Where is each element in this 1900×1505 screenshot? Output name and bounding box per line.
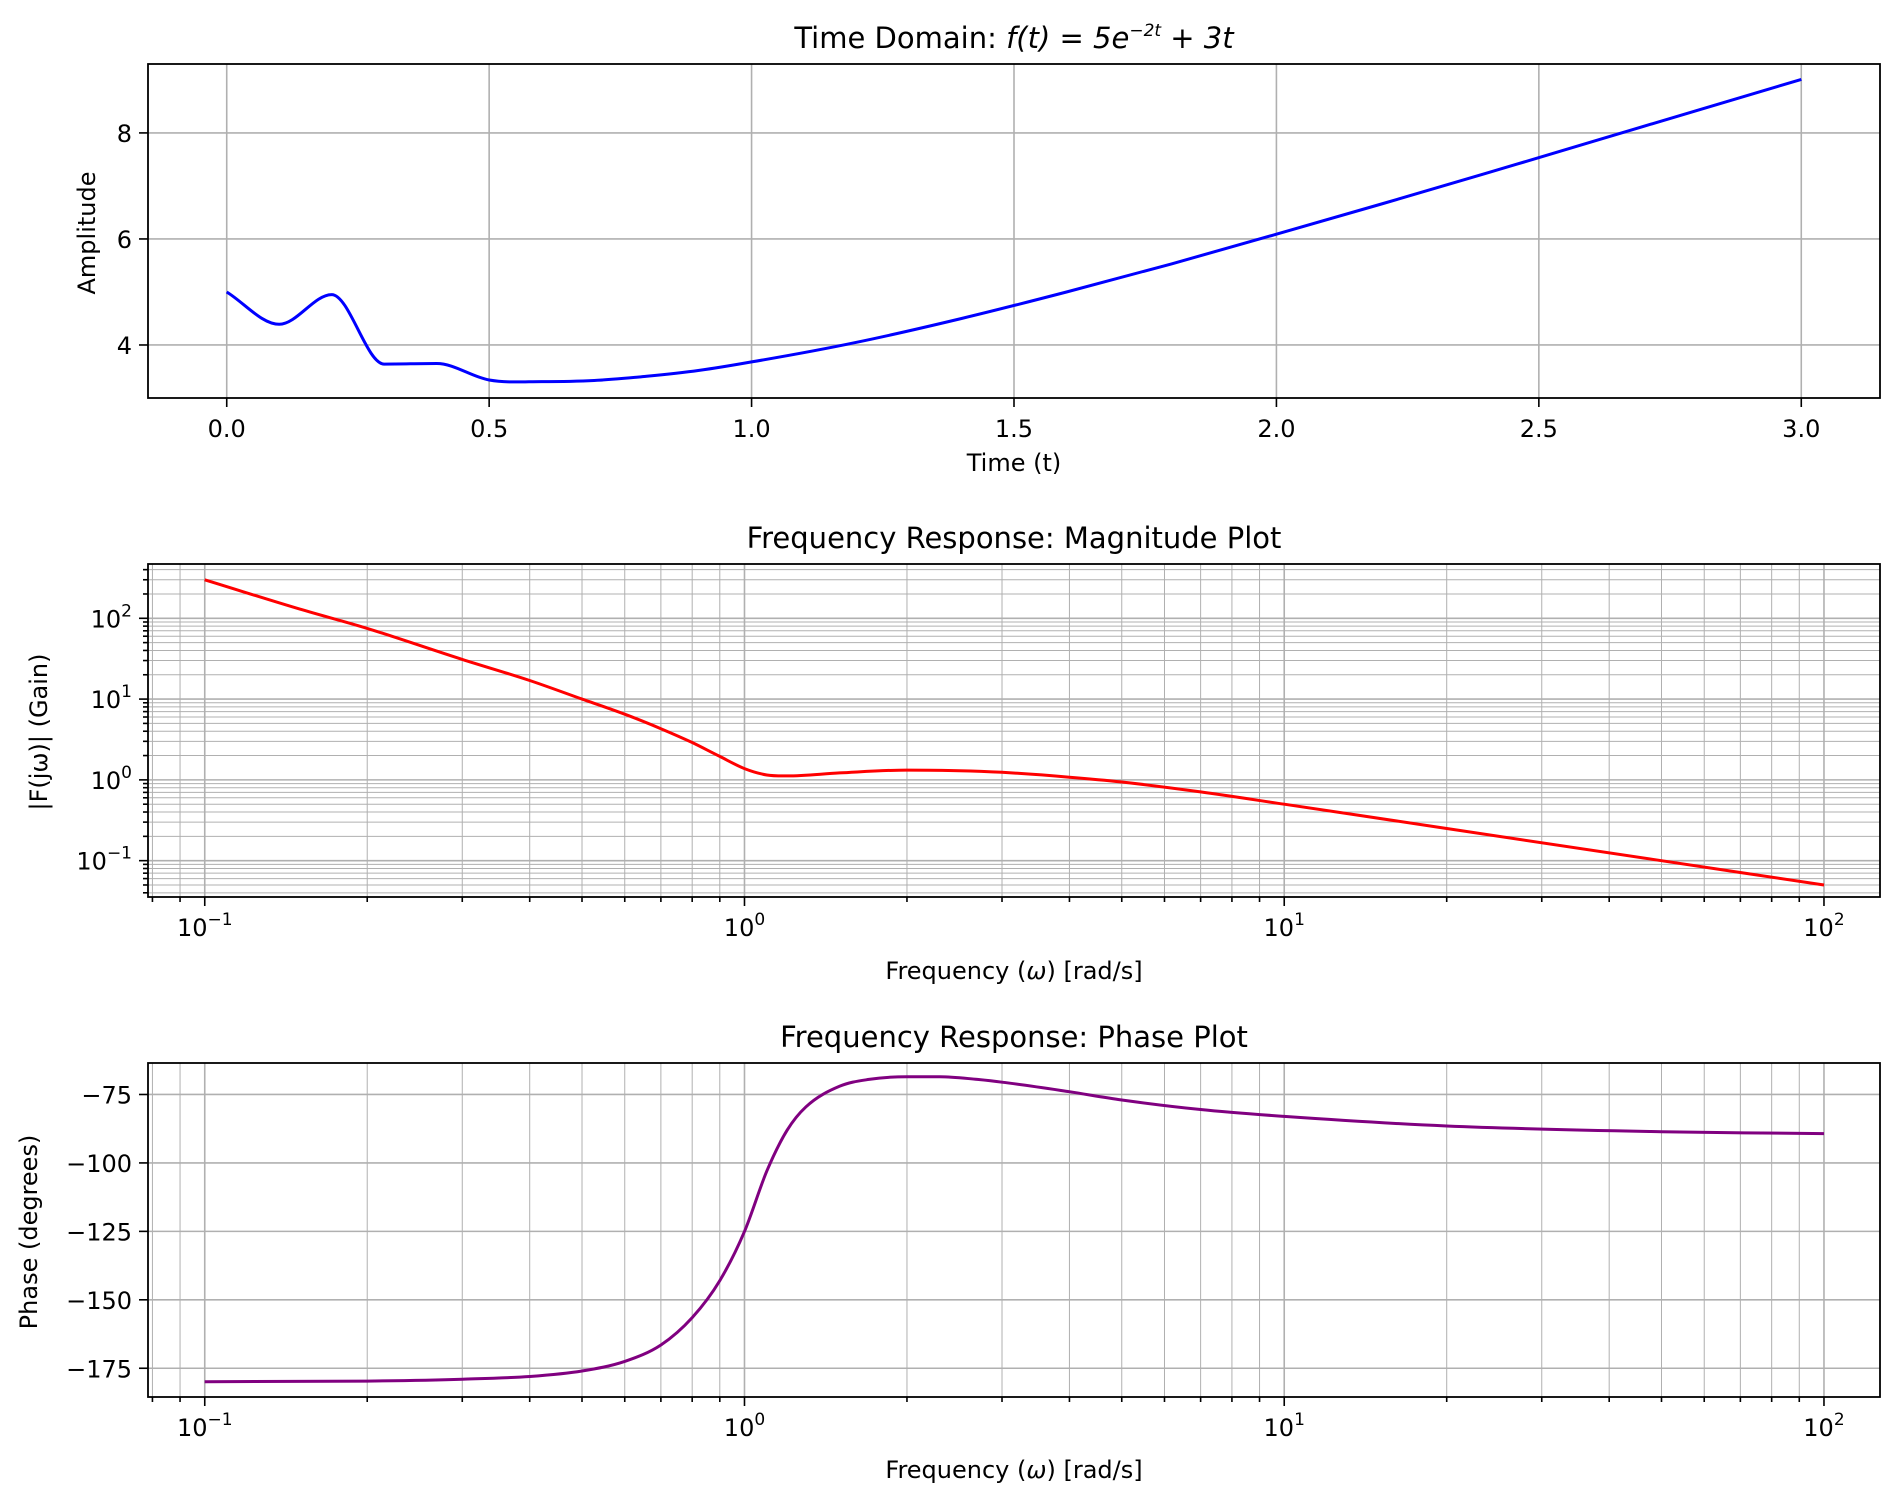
time-domain-x-tick-label: 1.0 [732, 415, 770, 443]
phase-y-tick-label: −175 [66, 1355, 132, 1383]
time-domain-x-tick-label: 2.0 [1257, 415, 1295, 443]
time-domain-x-tick-label: 1.5 [995, 415, 1033, 443]
magnitude-x-axis-label: Frequency (ω) [rad/s] [885, 957, 1142, 985]
phase-y-tick-label: −125 [66, 1218, 132, 1246]
time-domain-y-axis-label: Amplitude [73, 172, 101, 295]
phase-x-tick-label: 10−1 [177, 1410, 233, 1442]
time-domain-title: Time Domain: f(t) = 5e−2t + 3t [793, 21, 1235, 55]
phase-x-axis-label: Frequency (ω) [rad/s] [885, 1456, 1142, 1484]
magnitude-y-tick-label: 101 [91, 682, 132, 714]
time-domain-x-tick-label: 2.5 [1520, 415, 1558, 443]
phase-y-tick-label: −100 [66, 1150, 132, 1178]
magnitude-x-tick-label: 100 [724, 910, 765, 942]
phase-y-axis-label: Phase (degrees) [15, 1135, 43, 1330]
time-domain-x-axis-label: Time (t) [966, 449, 1062, 477]
magnitude-x-tick-label: 10−1 [177, 910, 233, 942]
magnitude-x-tick-label: 101 [1264, 910, 1305, 942]
phase-x-tick-label: 100 [724, 1410, 765, 1442]
magnitude-y-axis-label: |F(jω)| (Gain) [25, 653, 53, 810]
time-domain-x-tick-label: 3.0 [1782, 415, 1820, 443]
time-domain-x-tick-label: 0.0 [208, 415, 246, 443]
phase-x-tick-label: 102 [1803, 1410, 1844, 1442]
magnitude-y-tick-label: 100 [91, 763, 132, 795]
magnitude-y-tick-label: 102 [91, 601, 132, 633]
phase-title: Frequency Response: Phase Plot [780, 1020, 1248, 1054]
time-domain-x-tick-label: 0.5 [470, 415, 508, 443]
magnitude-chart: 10−1 100 101 102 10−1 100 101 102 Frequency Res… [25, 521, 1881, 985]
time-domain-y-tick-label: 4 [117, 332, 132, 360]
phase-y-tick-label: −75 [81, 1081, 132, 1109]
phase-y-tick-label: −150 [66, 1287, 132, 1315]
time-domain-y-tick-label: 6 [117, 226, 132, 254]
magnitude-y-tick-label: 10−1 [76, 844, 132, 876]
magnitude-title: Frequency Response: Magnitude Plot [747, 521, 1282, 555]
magnitude-plot-frame [147, 563, 1881, 898]
phase-series-line [204, 1075, 1825, 1384]
time-domain-y-tick-label: 8 [117, 120, 132, 148]
magnitude-series-line [204, 578, 1825, 887]
phase-x-tick-label: 101 [1264, 1410, 1305, 1442]
phase-chart: 10−1 100 101 102 −175 −150 −125 −100 −75 Frequen… [15, 1020, 1881, 1484]
time-domain-chart: 0.0 0.5 1.0 1.5 2.0 2.5 3.0 4 6 8 Time Domain: f(… [73, 21, 1881, 477]
magnitude-x-tick-label: 102 [1803, 910, 1844, 942]
time-domain-series-line [225, 77, 1802, 384]
phase-plot-frame [147, 1062, 1881, 1398]
